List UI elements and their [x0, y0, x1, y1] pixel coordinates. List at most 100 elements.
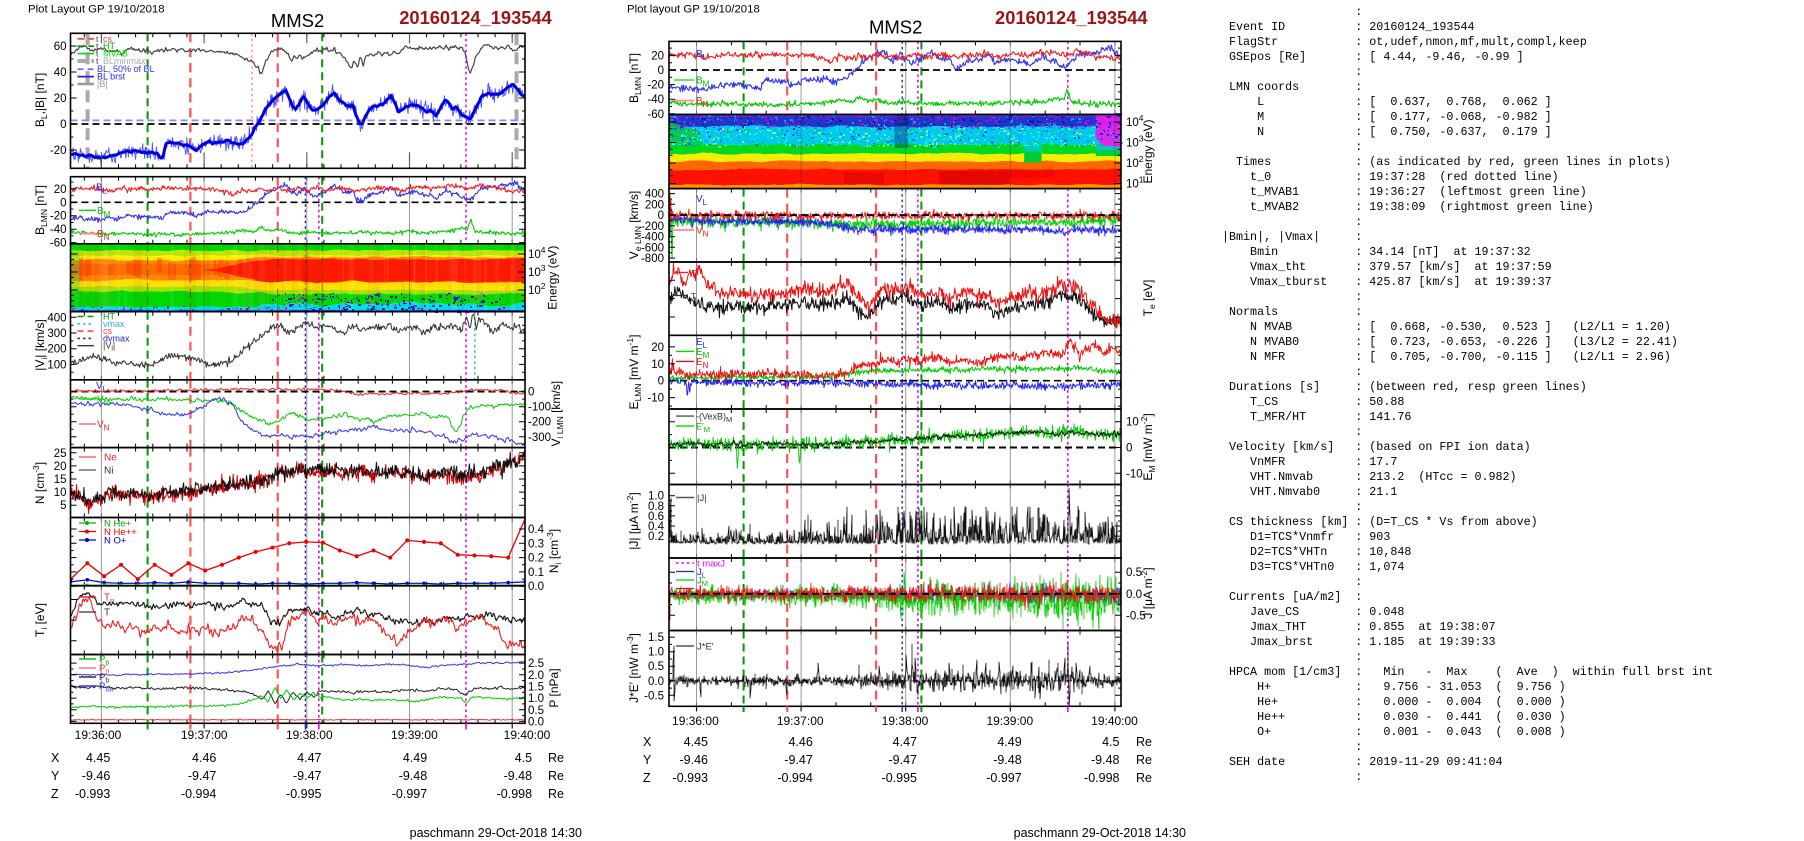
svg-text:4.46: 4.46: [788, 735, 812, 749]
svg-text:0.0: 0.0: [648, 676, 664, 688]
svg-text:20160124_193544: 20160124_193544: [399, 7, 552, 28]
svg-text:19:37:00: 19:37:00: [181, 728, 228, 742]
svg-text:4.45: 4.45: [684, 735, 708, 749]
svg-text:t: t: [96, 49, 99, 59]
svg-text:19:40:00: 19:40:00: [1091, 714, 1138, 728]
svg-text:|Vi| [km/s]: |Vi| [km/s]: [33, 319, 49, 370]
svg-text:-0.998: -0.998: [1084, 771, 1119, 785]
svg-text:Energy (eV): Energy (eV): [546, 246, 560, 310]
svg-text:Vi LMN [km/s]: Vi LMN [km/s]: [549, 381, 565, 447]
svg-text:VL: VL: [696, 194, 708, 207]
svg-text:N He+: N He+: [104, 519, 132, 530]
svg-text:20: 20: [651, 342, 664, 354]
svg-text:VN: VN: [696, 226, 709, 239]
svg-text:-100: -100: [528, 402, 551, 414]
svg-text:300: 300: [47, 328, 66, 340]
svg-text:-0.995: -0.995: [286, 787, 321, 801]
svg-text:Tn: Tn: [104, 593, 114, 606]
svg-text:VN: VN: [97, 420, 110, 433]
svg-text:-60: -60: [50, 238, 67, 250]
svg-text:2.0: 2.0: [528, 670, 544, 682]
svg-text:N O+: N O+: [104, 536, 127, 547]
svg-text:1.0: 1.0: [528, 693, 544, 705]
svg-text:BL: BL: [96, 183, 108, 196]
svg-text:-300: -300: [528, 432, 551, 444]
svg-text:20: 20: [54, 93, 67, 105]
svg-text:15: 15: [54, 474, 67, 486]
svg-text:4.5: 4.5: [1102, 735, 1119, 749]
svg-text:-(VexB)M: -(VexB)M: [696, 412, 732, 425]
svg-text:0.2: 0.2: [528, 553, 544, 565]
svg-text:-0.997: -0.997: [986, 771, 1021, 785]
svg-text:J [μA m-2]: J [μA m-2]: [1139, 567, 1155, 618]
svg-text:0.0: 0.0: [528, 581, 544, 593]
svg-text:0: 0: [1126, 443, 1132, 455]
svg-text:Ni [cm-3]: Ni [cm-3]: [545, 529, 563, 573]
svg-text:-0.994: -0.994: [181, 787, 216, 801]
svg-text:T: T: [691, 268, 696, 278]
svg-text:20: 20: [54, 461, 67, 473]
svg-text:Te [eV]: Te [eV]: [1141, 280, 1157, 317]
svg-text:0.1: 0.1: [528, 567, 544, 579]
svg-text:-0.993: -0.993: [673, 771, 708, 785]
svg-text:Pn: Pn: [99, 663, 109, 676]
svg-text:0.8: 0.8: [648, 501, 664, 513]
svg-text:0.5: 0.5: [1126, 567, 1142, 579]
svg-text:-9.47: -9.47: [889, 753, 918, 767]
svg-text:10: 10: [1126, 417, 1139, 429]
svg-text:200: 200: [645, 199, 664, 211]
svg-text:19:39:00: 19:39:00: [391, 728, 438, 742]
svg-text:t: t: [96, 41, 99, 51]
svg-text:Z: Z: [51, 787, 59, 801]
svg-text:BLMN [nT]: BLMN [nT]: [627, 53, 643, 103]
svg-text:|Vi|: |Vi|: [103, 341, 115, 353]
svg-text:HT: HT: [103, 312, 115, 322]
svg-text:0.3: 0.3: [528, 538, 544, 550]
svg-text:-0.994: -0.994: [777, 771, 812, 785]
svg-text:Re: Re: [548, 769, 564, 783]
svg-text:VL: VL: [96, 381, 108, 394]
svg-text:EN: EN: [696, 357, 709, 370]
svg-text:BLMN [nT]: BLMN [nT]: [33, 185, 49, 235]
svg-text:X: X: [51, 751, 60, 765]
svg-text:-200: -200: [641, 221, 664, 233]
svg-text:-0.993: -0.993: [75, 787, 110, 801]
svg-text:0.6: 0.6: [648, 511, 664, 523]
svg-text:5: 5: [60, 500, 66, 512]
svg-text:19:37:00: 19:37:00: [777, 714, 824, 728]
svg-text:-20: -20: [50, 145, 67, 157]
svg-text:-9.48: -9.48: [504, 769, 533, 783]
svg-text:paschmann 29-Oct-2018 14:30: paschmann 29-Oct-2018 14:30: [410, 826, 582, 840]
svg-text:10: 10: [54, 487, 67, 499]
svg-text:Re: Re: [548, 751, 564, 765]
svg-text:BLminmax: BLminmax: [103, 56, 146, 66]
svg-text:19:38:00: 19:38:00: [882, 714, 929, 728]
svg-text:40: 40: [54, 67, 67, 79]
svg-text:10: 10: [651, 359, 664, 371]
svg-text:-0.5: -0.5: [1126, 610, 1146, 622]
svg-text:VM: VM: [97, 395, 111, 408]
svg-text:Plot layout GP 19/10/2018: Plot layout GP 19/10/2018: [627, 4, 760, 16]
svg-text:EL: EL: [696, 337, 708, 350]
svg-text:N He++: N He++: [104, 527, 137, 538]
svg-text:BL, 50% of BL: BL, 50% of BL: [97, 64, 155, 74]
svg-text:0: 0: [528, 387, 534, 399]
svg-text:0: 0: [658, 210, 664, 222]
svg-text:60: 60: [54, 41, 67, 53]
svg-text:JN: JN: [697, 584, 707, 597]
svg-text:25: 25: [54, 448, 67, 460]
svg-text:4.46: 4.46: [192, 751, 216, 765]
svg-text:1.0: 1.0: [648, 647, 664, 659]
svg-text:P [nPa]: P [nPa]: [547, 668, 561, 707]
svg-text:4.47: 4.47: [893, 735, 917, 749]
svg-text:100: 100: [47, 359, 66, 371]
svg-text:-400: -400: [641, 232, 664, 244]
svg-text:-9.48: -9.48: [1091, 753, 1120, 767]
svg-text:0.4: 0.4: [648, 521, 665, 533]
svg-text:JL: JL: [697, 567, 706, 580]
svg-text:-9.47: -9.47: [784, 753, 813, 767]
svg-text:-10: -10: [647, 393, 664, 405]
svg-text:Pp: Pp: [99, 654, 109, 667]
svg-text:E′M: E′M: [696, 422, 710, 435]
svg-text:0: 0: [658, 376, 664, 388]
